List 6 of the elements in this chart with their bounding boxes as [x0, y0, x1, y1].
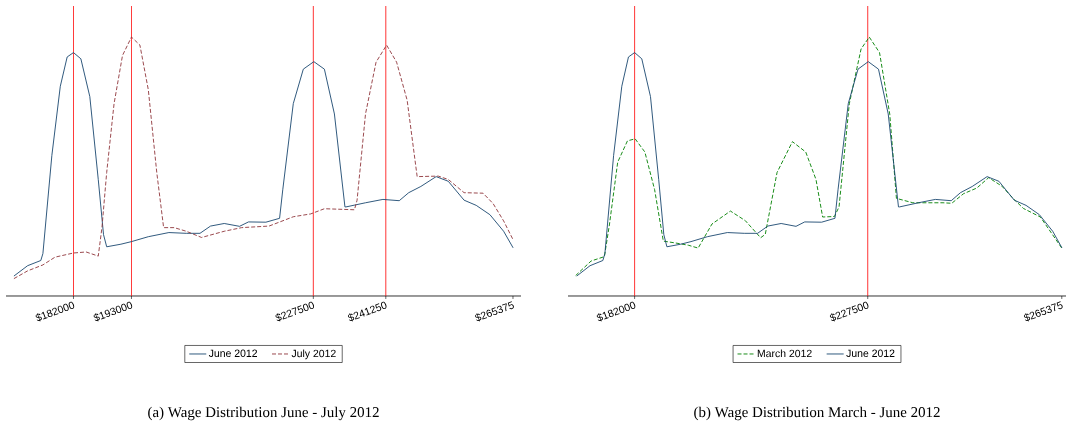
legend-label: March 2012 [757, 349, 812, 358]
legend-label: June 2012 [846, 349, 895, 357]
text: (a) Wage Distribution June - July 2012 [148, 406, 379, 421]
legend-label: July 2012 [291, 349, 336, 360]
text: (b) Wage Distribution March - June 2012 [694, 406, 940, 421]
legend-label: June 2012 [208, 349, 257, 357]
